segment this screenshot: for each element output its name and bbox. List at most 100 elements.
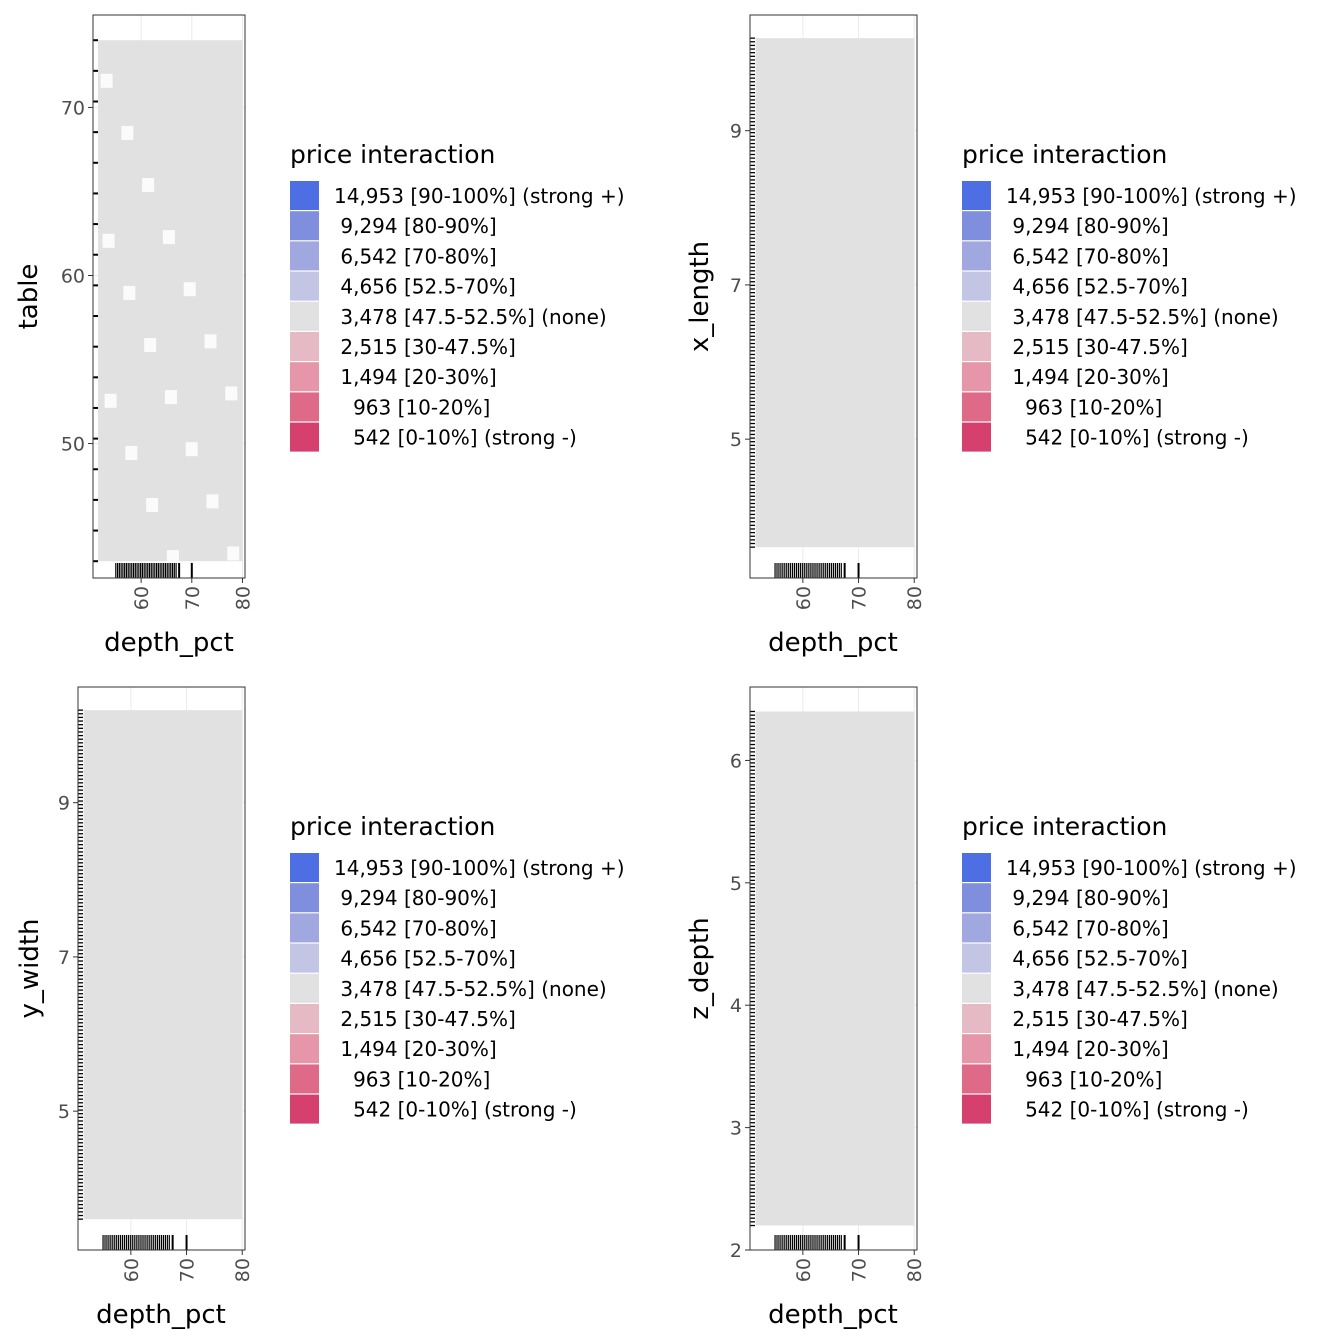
tile-seam [225, 386, 238, 401]
legend-swatch [962, 943, 991, 973]
legend-swatch [290, 1004, 319, 1033]
heatmap-tile [98, 40, 243, 562]
x-rug [774, 563, 860, 578]
legend-label: 6,542 [70-80%] [334, 916, 497, 940]
legend-swatch [962, 853, 991, 882]
legend-swatch [290, 1064, 319, 1094]
legend-title: price interaction [962, 812, 1167, 841]
legend-swatch [962, 1034, 991, 1064]
heatmap-tile [755, 711, 915, 1226]
panel-border [749, 14, 918, 579]
x-rug [102, 1235, 188, 1250]
chart-panel-3: 60 70 80 5 7 9 depth_pct y_width price interacti… [15, 686, 625, 1330]
y-tick-label: 3 [730, 1118, 742, 1140]
tile-seam [166, 550, 179, 565]
legend-label: 542 [0-10%] (strong -) [334, 1098, 577, 1122]
legend-label: 1,494 [20-30%] [1006, 1037, 1169, 1061]
legend-swatch [962, 301, 991, 331]
legend-swatch [290, 913, 319, 943]
y-axis-title: z_depth [685, 917, 715, 1019]
y-tick-label: 9 [58, 793, 70, 815]
tile-seam [142, 178, 155, 193]
tile-seam [146, 498, 159, 513]
legend-swatch [290, 883, 319, 913]
x-rug [774, 1235, 860, 1250]
tile-seam [187, 602, 200, 617]
legend-swatch [290, 332, 319, 361]
y-rug [750, 37, 755, 548]
legend-label: 4,656 [52.5-70%] [1006, 275, 1188, 299]
legend-label: 542 [0-10%] (strong -) [1006, 1098, 1249, 1122]
tile-seam [125, 445, 138, 460]
legend-swatch [290, 241, 319, 271]
legend-label: 2,515 [30-47.5%] [1006, 1007, 1188, 1031]
legend-label: 1,494 [20-30%] [1006, 365, 1169, 389]
y-axis-title: x_length [685, 241, 715, 352]
x-tick-label: 70 [182, 586, 204, 610]
legend: price interaction 14,953 [90-100%] (stron… [290, 812, 625, 1124]
legend-label: 963 [10-20%] [1006, 395, 1162, 419]
x-axis-title: depth_pct [96, 1300, 226, 1330]
x-tick-label: 70 [849, 586, 871, 610]
legend-title: price interaction [290, 812, 495, 841]
y-axis-title: y_width [15, 918, 45, 1018]
legend-swatch [962, 422, 991, 452]
heatmap-tile [83, 710, 243, 1220]
legend-swatch [962, 392, 991, 422]
x-tick-label: 60 [121, 1258, 143, 1282]
y-tick-label: 5 [730, 429, 742, 451]
y-rug [93, 39, 98, 563]
legend-label: 963 [10-20%] [1006, 1067, 1162, 1091]
tile-seam [164, 390, 177, 405]
legend-label: 14,953 [90-100%] (strong +) [334, 856, 625, 880]
legend: price interaction 14,953 [90-100%] (stron… [290, 140, 625, 452]
legend-label: 4,656 [52.5-70%] [1006, 947, 1188, 971]
y-rug [750, 710, 755, 1227]
y-tick-label: 9 [730, 121, 742, 143]
x-tick-label: 70 [177, 1258, 199, 1282]
legend-label: 3,478 [47.5-52.5%] (none) [1006, 305, 1279, 329]
panel-border [77, 686, 246, 1251]
x-tick-label: 80 [904, 1258, 926, 1282]
tile-seam [227, 546, 240, 561]
legend-label: 542 [0-10%] (strong -) [1006, 426, 1249, 450]
legend-title: price interaction [962, 140, 1167, 169]
y-tick-label: 5 [58, 1101, 70, 1123]
legend-label: 14,953 [90-100%] (strong +) [1006, 184, 1297, 208]
legend-swatch [290, 392, 319, 422]
tile-seam [123, 285, 136, 300]
x-tick-label: 80 [232, 586, 254, 610]
legend-label: 542 [0-10%] (strong -) [334, 426, 577, 450]
legend-swatch [962, 1064, 991, 1094]
legend-swatch [290, 362, 319, 392]
legend-swatch [290, 853, 319, 882]
legend-label: 2,515 [30-47.5%] [334, 335, 516, 359]
legend-swatch [290, 181, 319, 210]
legend-label: 9,294 [80-90%] [334, 886, 497, 910]
tile-seam [102, 233, 115, 248]
x-rug [115, 563, 193, 578]
legend-label: 14,953 [90-100%] (strong +) [1006, 856, 1297, 880]
x-tick-label: 80 [904, 586, 926, 610]
legend-swatch [290, 973, 319, 1003]
panel-border [92, 14, 246, 579]
x-axis-title: depth_pct [104, 628, 234, 658]
y-tick-label: 60 [61, 265, 85, 287]
legend-title: price interaction [290, 140, 495, 169]
legend-label: 14,953 [90-100%] (strong +) [334, 184, 625, 208]
legend-label: 9,294 [80-90%] [1006, 214, 1169, 238]
y-tick-label: 70 [61, 97, 85, 119]
tile-seam [204, 334, 217, 349]
y-tick-label: 5 [730, 873, 742, 895]
tile-seam [185, 442, 198, 457]
legend-label: 4,656 [52.5-70%] [334, 947, 516, 971]
x-axis-title: depth_pct [768, 628, 898, 658]
y-tick-label: 7 [730, 275, 742, 297]
legend-swatch [962, 211, 991, 241]
x-axis-title: depth_pct [768, 1300, 898, 1330]
y-axis-title: table [14, 264, 44, 330]
tile-seam [100, 73, 113, 88]
y-tick-label: 2 [730, 1240, 742, 1262]
legend-label: 6,542 [70-80%] [1006, 916, 1169, 940]
